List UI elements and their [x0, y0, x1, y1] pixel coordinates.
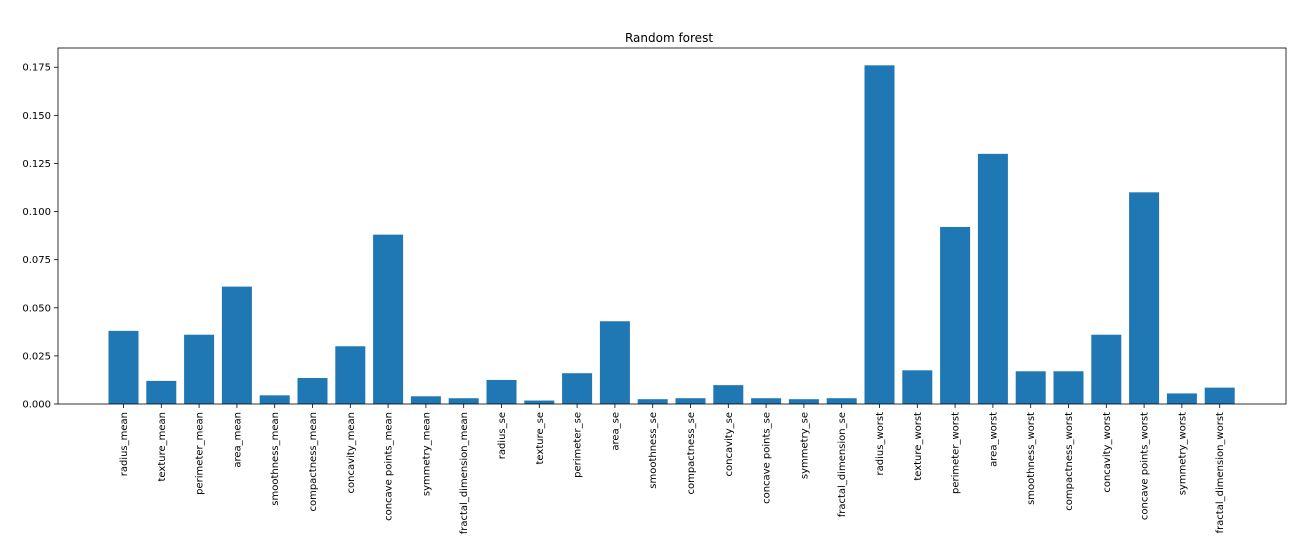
bar-radius_worst [864, 65, 895, 405]
bar-concave-points_worst [1129, 192, 1160, 404]
bar-perimeter_worst [940, 226, 971, 404]
x-tick-label: fractal_dimension_mean [459, 412, 470, 534]
x-tick-label: concave points_se [762, 412, 773, 504]
bar-smoothness_mean [259, 395, 290, 404]
x-tick-label: texture_worst [913, 412, 924, 481]
bar-smoothness_worst [1015, 371, 1046, 404]
x-tick-label: compactness_mean [308, 412, 319, 512]
bar-concavity_worst [1091, 334, 1122, 404]
bar-fractal_dimension_se [826, 398, 857, 404]
bar-concave-points_se [751, 398, 782, 404]
x-tick-label: fractal_dimension_se [837, 412, 848, 517]
x-tick-label: perimeter_mean [195, 412, 206, 495]
x-tick-label: concavity_se [724, 412, 735, 476]
y-tick-label: 0.100 [22, 207, 51, 218]
x-tick-label: texture_se [535, 412, 546, 464]
bar-compactness_se [675, 398, 706, 404]
x-tick-label: texture_mean [157, 412, 168, 481]
x-tick-label: symmetry_worst [1177, 412, 1188, 495]
bar-perimeter_se [562, 373, 593, 404]
x-tick-label: compactness_worst [1064, 412, 1075, 511]
bar-radius_mean [108, 330, 139, 404]
x-tick-label: radius_mean [119, 412, 130, 476]
y-tick-label: 0.000 [22, 400, 51, 411]
x-tick-label: symmetry_se [799, 412, 810, 479]
bar-area_worst [977, 153, 1008, 404]
bar-fractal_dimension_mean [448, 398, 479, 404]
y-axis: 0.000 0.025 0.050 0.075 0.100 0.125 0.150 0.175 [22, 63, 58, 411]
x-tick-label: area_se [610, 412, 621, 451]
bars-group [108, 65, 1235, 405]
bar-perimeter_mean [184, 334, 215, 404]
y-tick-label: 0.025 [22, 351, 51, 362]
x-tick-label: perimeter_worst [951, 412, 962, 494]
x-tick-label: concave points_mean [384, 412, 395, 521]
x-tick-label: area_mean [232, 412, 243, 468]
x-tick-label: radius_se [497, 412, 508, 459]
bar-area_mean [221, 286, 252, 404]
bar-radius_se [486, 379, 517, 404]
x-axis: radius_mean texture_mean perimeter_mean are… [119, 404, 1226, 534]
x-tick-label: smoothness_worst [1026, 412, 1037, 505]
x-tick-label: smoothness_mean [270, 412, 281, 506]
bar-compactness_worst [1053, 371, 1084, 404]
x-tick-label: fractal_dimension_worst [1215, 412, 1226, 534]
x-tick-label: compactness_se [686, 412, 697, 495]
bar-concave-points_mean [373, 234, 404, 404]
bar-symmetry_worst [1166, 393, 1197, 404]
bar-compactness_mean [297, 378, 328, 404]
plot-frame [57, 47, 1287, 405]
bar-symmetry_se [788, 399, 819, 404]
chart-title: Random forest [625, 31, 713, 45]
bar-concavity_mean [335, 346, 366, 404]
x-tick-label: symmetry_mean [421, 412, 432, 496]
bar-texture_se [524, 400, 555, 404]
x-tick-label: perimeter_se [573, 412, 584, 478]
x-tick-label: concavity_worst [1102, 412, 1113, 493]
x-tick-label: concavity_mean [346, 412, 357, 493]
bar-concavity_se [713, 385, 744, 404]
bar-symmetry_mean [410, 396, 441, 404]
y-tick-label: 0.075 [22, 255, 51, 266]
x-tick-label: radius_worst [875, 412, 886, 476]
x-tick-label: smoothness_se [648, 412, 659, 489]
bar-fractal_dimension_worst [1204, 387, 1235, 404]
bar-texture_mean [146, 380, 177, 404]
x-tick-label: area_worst [988, 412, 999, 467]
y-tick-label: 0.150 [22, 111, 51, 122]
x-tick-label: concave points_worst [1140, 412, 1151, 520]
y-tick-label: 0.175 [22, 63, 51, 74]
bar-smoothness_se [637, 399, 668, 404]
bar-area_se [599, 321, 630, 404]
bar-texture_worst [902, 370, 933, 404]
y-tick-label: 0.125 [22, 159, 51, 170]
y-tick-label: 0.050 [22, 303, 51, 314]
